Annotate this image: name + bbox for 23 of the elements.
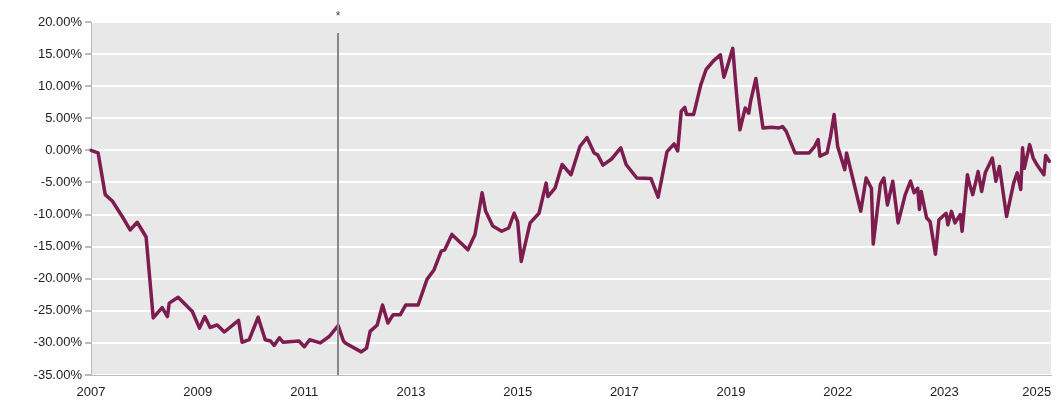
x-tick-label: 2025 bbox=[1022, 384, 1052, 400]
y-tick-label: -20.00% bbox=[33, 270, 83, 286]
x-tick-label: 2019 bbox=[716, 384, 746, 400]
y-tick-label: 5.00% bbox=[45, 109, 83, 125]
x-tick-label: 2009 bbox=[183, 384, 213, 400]
x-tick-label: 2013 bbox=[396, 384, 426, 400]
x-tick-label: 2023 bbox=[929, 384, 959, 400]
y-tick-label: 20.00% bbox=[37, 13, 83, 29]
y-tick-label: 15.00% bbox=[37, 45, 83, 61]
y-tick-label: -15.00% bbox=[33, 238, 83, 254]
y-tick-label: -30.00% bbox=[33, 334, 83, 350]
x-tick-label: 2007 bbox=[76, 384, 106, 400]
y-tick-label: -5.00% bbox=[40, 174, 83, 190]
y-tick-label: -35.00% bbox=[33, 366, 83, 382]
x-tick-label: 2022 bbox=[823, 384, 853, 400]
y-tick-label: 10.00% bbox=[37, 77, 83, 93]
x-tick-label: 2011 bbox=[290, 384, 319, 400]
y-tick-label: -25.00% bbox=[33, 302, 83, 318]
y-tick-label: -10.00% bbox=[33, 206, 83, 222]
y-tick-label: 0.00% bbox=[45, 141, 83, 157]
x-tick-label: 2017 bbox=[609, 384, 639, 400]
annotation: * bbox=[334, 9, 342, 23]
x-tick-label: 2015 bbox=[503, 384, 533, 400]
